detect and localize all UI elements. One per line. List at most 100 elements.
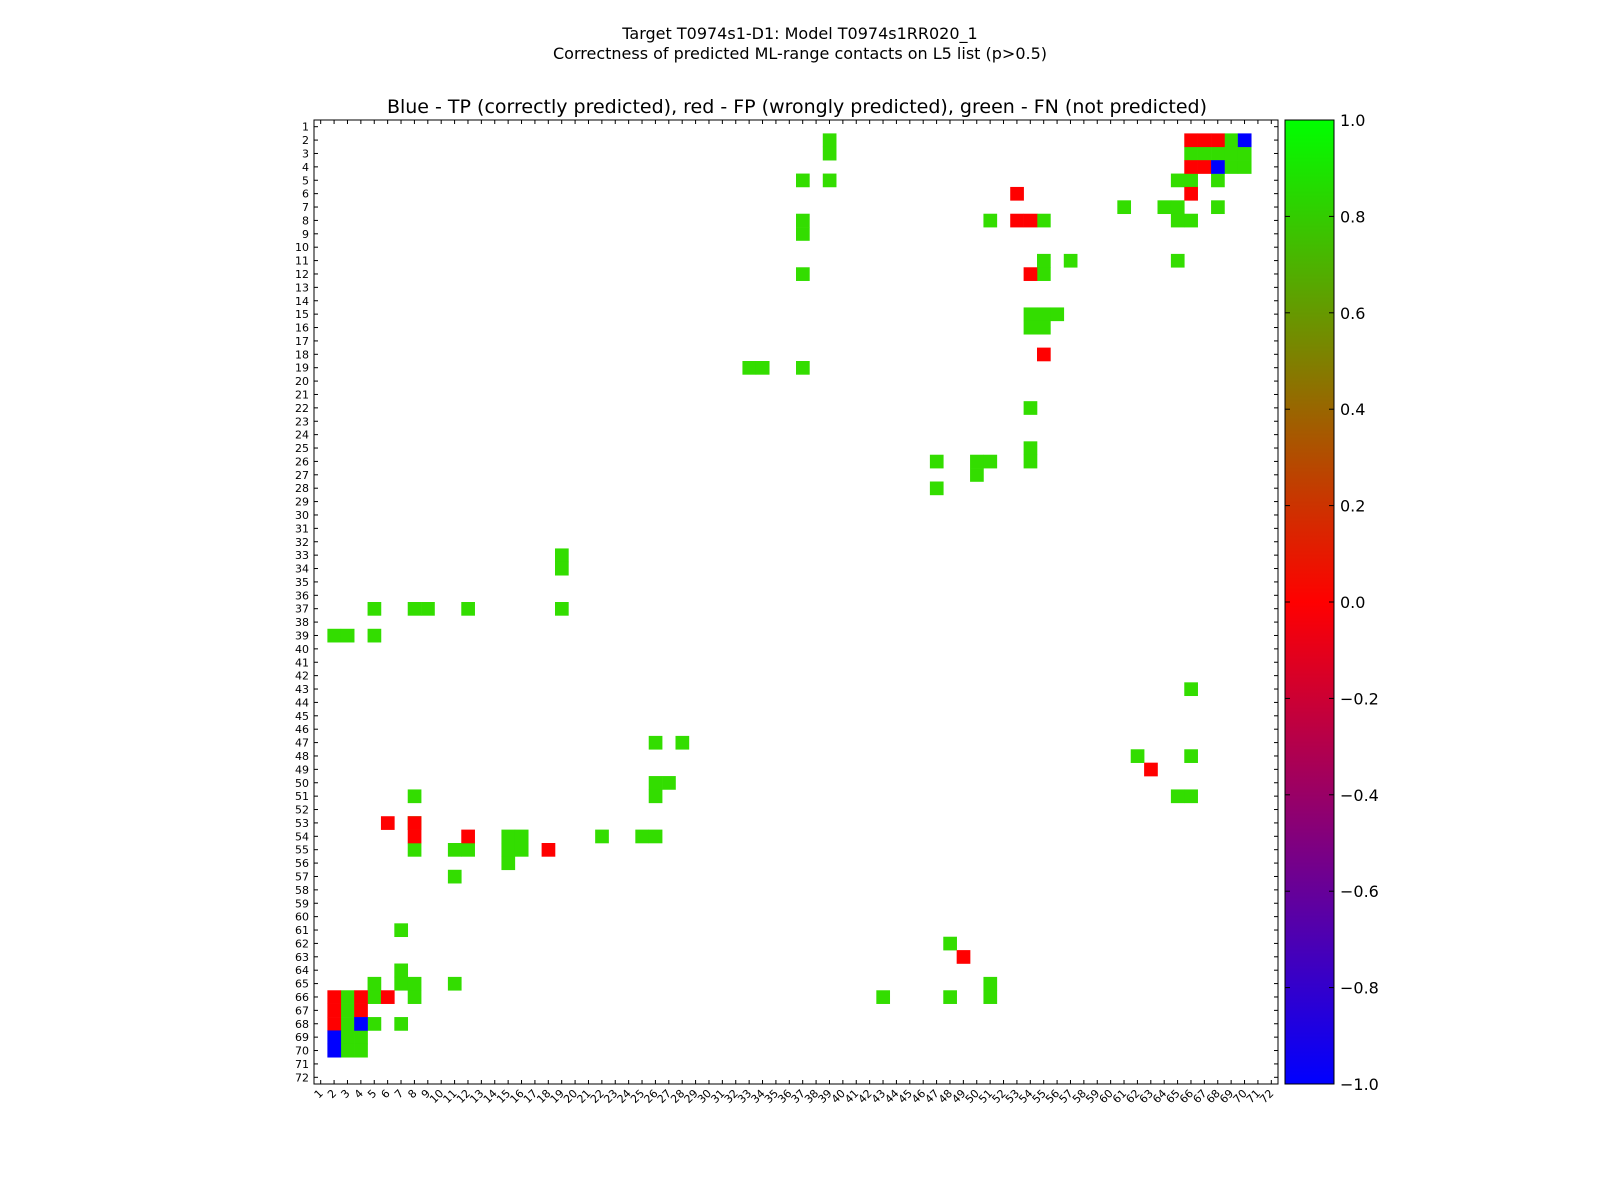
y-tick-label: 51 <box>295 790 309 803</box>
y-tick-label: 20 <box>295 375 309 388</box>
y-tick-label: 39 <box>295 629 309 642</box>
fp-cell <box>1197 160 1212 174</box>
fp-cell <box>1023 213 1038 228</box>
fn-cell <box>983 454 998 469</box>
fn-cell <box>1117 200 1132 215</box>
fn-cell <box>648 789 663 804</box>
fn-cell <box>1023 401 1038 415</box>
y-tick-label: 40 <box>295 643 309 656</box>
fn-cell <box>407 789 422 804</box>
fp-cell <box>956 950 971 964</box>
fn-cell <box>1170 789 1185 804</box>
colorbar-tick-label: 0.2 <box>1340 497 1365 516</box>
y-tick-label: 6 <box>302 188 309 201</box>
y-tick-label: 49 <box>295 763 309 776</box>
fn-cell <box>822 146 837 161</box>
fn-cell <box>648 829 663 844</box>
fn-cell <box>1184 682 1198 697</box>
y-tick-label: 28 <box>295 482 309 495</box>
y-tick-label: 5 <box>302 174 309 187</box>
fn-cell <box>367 602 382 616</box>
y-tick-label: 25 <box>295 442 309 455</box>
y-tick-label: 3 <box>302 147 309 160</box>
fn-cell <box>327 628 342 643</box>
y-tick-label: 7 <box>302 201 309 214</box>
y-tick-label: 54 <box>295 830 309 843</box>
fn-cell <box>796 173 810 188</box>
y-tick-label: 58 <box>295 884 309 897</box>
x-tick-label: 1 <box>312 1087 326 1101</box>
fn-cell <box>635 829 650 844</box>
y-tick-label: 1 <box>302 121 309 134</box>
y-tick-label: 23 <box>295 415 309 428</box>
colorbar-tick-label: −1.0 <box>1340 1075 1379 1094</box>
fp-cell <box>1037 347 1051 362</box>
fn-cell <box>1037 213 1051 228</box>
fn-cell <box>1023 441 1038 456</box>
y-tick-label: 8 <box>302 214 309 227</box>
y-tick-label: 24 <box>295 429 309 442</box>
y-tick-label: 50 <box>295 777 309 790</box>
fn-cell <box>354 1043 368 1058</box>
fn-cell <box>407 602 422 616</box>
fn-cell <box>983 976 998 991</box>
fn-cell <box>340 1017 355 1031</box>
fn-cell <box>970 468 984 482</box>
y-tick-label: 33 <box>295 549 309 562</box>
tp-cell <box>327 1030 342 1045</box>
y-tick-label: 9 <box>302 228 309 241</box>
fp-cell <box>354 990 368 1004</box>
fn-cell <box>555 561 569 576</box>
fn-cell <box>970 454 984 469</box>
fn-cell <box>796 227 810 241</box>
y-tick-label: 64 <box>295 964 309 977</box>
fp-cell <box>380 990 395 1004</box>
fn-cell <box>421 602 435 616</box>
fp-cell <box>461 829 475 844</box>
y-tick-label: 61 <box>295 924 309 937</box>
fn-cell <box>822 133 837 148</box>
colorbar-tick-label: 0.4 <box>1340 400 1365 419</box>
fn-cell <box>367 976 382 991</box>
fn-cell <box>1224 160 1239 174</box>
y-tick-label: 15 <box>295 308 309 321</box>
y-tick-label: 57 <box>295 870 309 883</box>
fn-cell <box>1170 173 1185 188</box>
fn-cell <box>1184 789 1198 804</box>
y-tick-label: 32 <box>295 536 309 549</box>
fn-cell <box>447 869 462 884</box>
fn-cell <box>648 776 663 790</box>
fp-cell <box>1010 213 1024 228</box>
fp-cell <box>327 1003 342 1018</box>
y-tick-label: 47 <box>295 737 309 750</box>
y-tick-label: 30 <box>295 509 309 522</box>
y-tick-label: 21 <box>295 388 309 401</box>
fn-cell <box>929 454 944 469</box>
fn-cell <box>1170 253 1185 268</box>
fp-cell <box>1184 133 1198 148</box>
y-tick-label: 66 <box>295 991 309 1004</box>
fn-cell <box>1023 320 1038 335</box>
fn-cell <box>1224 133 1239 148</box>
x-tick-label: 2 <box>325 1087 339 1101</box>
y-tick-label: 59 <box>295 897 309 910</box>
fp-cell <box>327 1017 342 1031</box>
y-tick-label: 46 <box>295 723 309 736</box>
fn-cell <box>1237 160 1252 174</box>
x-tick-label: 72 <box>1257 1087 1276 1106</box>
tp-cell <box>327 1043 342 1058</box>
fn-cell <box>1037 253 1051 268</box>
colorbar-tick-label: 0.0 <box>1340 593 1365 612</box>
x-tick-label: 8 <box>405 1087 419 1101</box>
y-tick-label: 45 <box>295 710 309 723</box>
fn-cell <box>1224 146 1239 161</box>
fn-cell <box>1170 213 1185 228</box>
y-tick-labels: 1234567891011121314151617181920212223242… <box>295 121 309 1085</box>
y-tick-label: 38 <box>295 616 309 629</box>
fn-cell <box>407 843 422 857</box>
fn-cell <box>407 976 422 991</box>
fn-cell <box>943 936 957 951</box>
y-tick-label: 13 <box>295 281 309 294</box>
colorbar <box>1284 119 1335 1085</box>
y-tick-label: 2 <box>302 134 309 147</box>
